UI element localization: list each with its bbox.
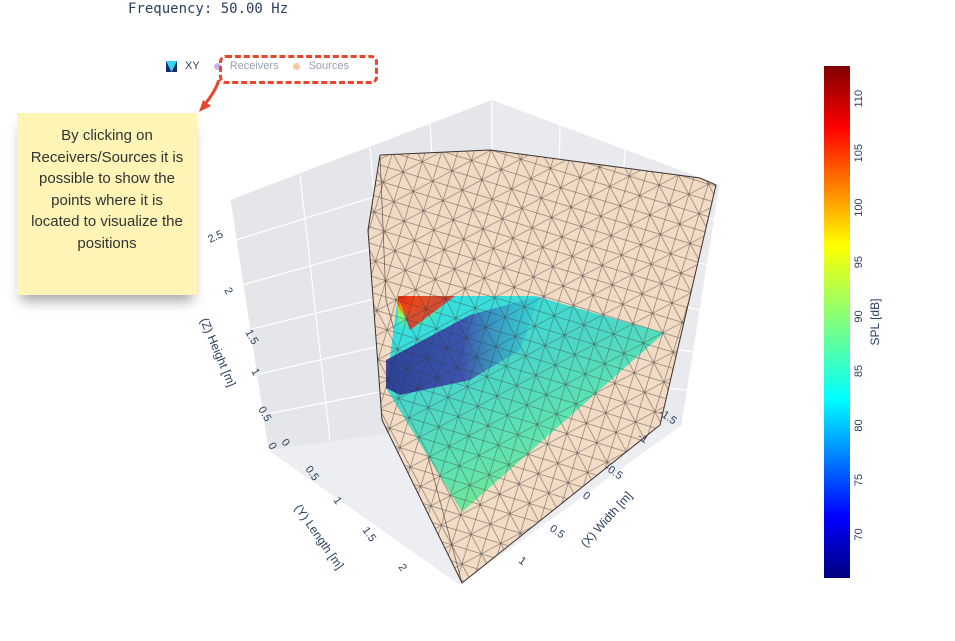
legend-item-xy[interactable]: XY bbox=[166, 60, 200, 72]
colorbar-tick-75: 75 bbox=[853, 474, 865, 486]
y-axis-title: (Y) Length [m] bbox=[292, 502, 347, 572]
z-tick-4: 2 bbox=[221, 286, 234, 297]
z-axis-title: (Z) Height [m] bbox=[197, 316, 239, 389]
z-tick-2: 1 bbox=[248, 367, 261, 378]
legend-label-receivers: Receivers bbox=[229, 60, 279, 72]
frequency-label: Frequency: 50.00 Hz bbox=[128, 1, 289, 17]
x-tick-4: 0.5 bbox=[547, 523, 566, 542]
z-tick-5: 2.5 bbox=[206, 228, 225, 245]
legend-label-xy: XY bbox=[185, 60, 200, 72]
colorbar-tick-85: 85 bbox=[853, 365, 865, 377]
receivers-dot-icon bbox=[213, 62, 221, 70]
legend: XY Receivers Sources bbox=[166, 60, 363, 72]
colorbar-tick-80: 80 bbox=[853, 419, 865, 431]
y-tick-0: 0 bbox=[279, 437, 292, 449]
sources-dot-icon bbox=[292, 62, 300, 70]
colorbar-tick-105: 105 bbox=[853, 144, 865, 162]
colorbar-tick-90: 90 bbox=[853, 310, 865, 322]
x-tick-3: 0 bbox=[580, 490, 592, 503]
mesh-trace-icon bbox=[166, 60, 177, 72]
callout-arrow-icon bbox=[199, 79, 221, 112]
annotation-text: By clicking on Receivers/Sources it is p… bbox=[30, 127, 184, 252]
legend-item-receivers[interactable]: Receivers bbox=[213, 60, 279, 72]
colorbar-tick-110: 110 bbox=[853, 90, 865, 108]
colorbar-title: SPL [dB] bbox=[868, 299, 882, 346]
spl-slice-surface[interactable] bbox=[386, 296, 664, 512]
legend-label-sources: Sources bbox=[308, 60, 349, 72]
z-tick-0: 0 bbox=[265, 441, 278, 452]
colorbar-tick-100: 100 bbox=[853, 198, 865, 216]
y-tick-3: 1.5 bbox=[360, 525, 379, 544]
colorbar: 70 75 80 85 90 95 100 105 110 SPL [dB] bbox=[824, 66, 882, 578]
x-tick-5: 1 bbox=[516, 555, 528, 568]
legend-highlight-box bbox=[219, 55, 378, 84]
colorbar-tick-70: 70 bbox=[853, 528, 865, 540]
annotation-sticky-note: By clicking on Receivers/Sources it is p… bbox=[17, 113, 197, 295]
y-tick-2: 1 bbox=[331, 495, 344, 507]
legend-item-sources[interactable]: Sources bbox=[292, 60, 349, 72]
y-tick-4: 2 bbox=[396, 562, 409, 574]
colorbar-tick-95: 95 bbox=[853, 256, 865, 268]
